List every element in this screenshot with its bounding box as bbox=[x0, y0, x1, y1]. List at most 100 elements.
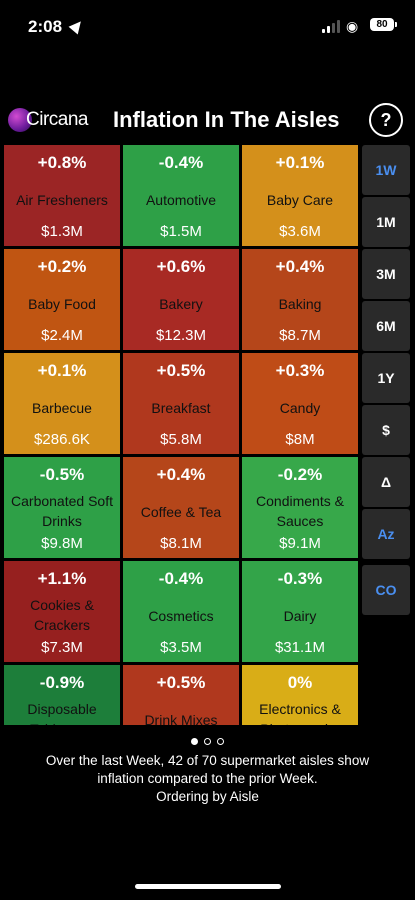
side-nav-button[interactable]: 6M bbox=[362, 301, 410, 351]
status-time: 2:08 bbox=[28, 17, 63, 36]
aisle-tile[interactable]: +0.4% Coffee & Tea $8.1M bbox=[123, 457, 239, 558]
page-dot[interactable] bbox=[217, 738, 224, 745]
tile-percent: +0.8% bbox=[37, 153, 87, 172]
location-arrow-icon bbox=[68, 17, 86, 35]
home-indicator[interactable] bbox=[135, 884, 281, 889]
tile-percent: +0.6% bbox=[156, 257, 206, 276]
tile-aisle-name: Drink Mixes bbox=[144, 712, 218, 725]
summary-line-1: Over the last Week, 42 of 70 supermarket… bbox=[45, 753, 370, 768]
aisle-tile[interactable]: +0.3% Candy $8M bbox=[242, 353, 358, 454]
side-nav-button[interactable]: Δ bbox=[362, 457, 410, 507]
tile-percent: +0.1% bbox=[275, 153, 325, 172]
aisle-tile[interactable]: +1.1% Cookies & Crackers $7.3M bbox=[4, 561, 120, 662]
side-nav-button[interactable]: 3M bbox=[362, 249, 410, 299]
battery-icon: 80 bbox=[370, 18, 397, 31]
tile-amount: $9.1M bbox=[279, 535, 321, 552]
tile-aisle-name: Electronics & Photography bbox=[259, 701, 341, 725]
tile-aisle-name: Baby Care bbox=[266, 192, 334, 208]
tile-percent: +0.4% bbox=[275, 257, 325, 276]
tile-amount: $3.5M bbox=[160, 639, 202, 656]
tile-percent: +0.5% bbox=[156, 361, 206, 380]
aisle-tile[interactable]: +0.1% Barbecue $286.6K bbox=[4, 353, 120, 454]
aisle-grid: +0.8% Air Fresheners $1.3M -0.4% Automotive $… bbox=[4, 145, 360, 725]
tile-aisle-name: Bakery bbox=[159, 296, 203, 312]
tile-aisle-name: Air Fresheners bbox=[16, 192, 108, 208]
tile-percent: +0.4% bbox=[156, 465, 206, 484]
tile-aisle-name: Baby Food bbox=[28, 296, 96, 312]
summary-text: Over the last Week, 42 of 70 supermarket… bbox=[10, 752, 405, 806]
side-nav-button[interactable]: 1W bbox=[362, 145, 410, 195]
tile-aisle-name: Baking bbox=[278, 296, 322, 312]
tile-percent: -0.4% bbox=[158, 153, 204, 172]
tile-amount: $1.3M bbox=[41, 223, 83, 240]
tile-amount: $8.1M bbox=[160, 535, 202, 552]
side-nav-button[interactable]: Az bbox=[362, 509, 410, 559]
tile-amount: $3.6M bbox=[279, 223, 321, 240]
tile-aisle-name: Candy bbox=[279, 400, 321, 416]
tile-aisle-name: Cookies & Crackers bbox=[30, 597, 94, 633]
aisle-tile[interactable]: -0.4% Automotive $1.5M bbox=[123, 145, 239, 246]
logo-text: Circana bbox=[26, 109, 88, 130]
tile-aisle-name: Disposable Tableware bbox=[27, 701, 97, 725]
tile-amount: $5.8M bbox=[160, 431, 202, 448]
tile-aisle-name: Barbecue bbox=[32, 400, 92, 416]
status-bar: 2:08 ◉ 80 bbox=[0, 0, 415, 52]
tile-amount: $286.6K bbox=[34, 431, 90, 448]
circana-logo-icon bbox=[8, 108, 32, 132]
tile-amount: $31.1M bbox=[274, 639, 326, 656]
tile-amount: $8M bbox=[285, 431, 315, 448]
tile-aisle-name: Automotive bbox=[145, 192, 217, 208]
aisle-tile[interactable]: -0.9% Disposable Tableware bbox=[4, 665, 120, 725]
tile-aisle-name: Condiments & Sauces bbox=[256, 493, 344, 529]
tile-percent: +0.3% bbox=[275, 361, 325, 380]
page-title: Inflation In The Aisles bbox=[113, 107, 340, 132]
tile-percent: 0% bbox=[287, 673, 313, 692]
aisle-tile[interactable]: +0.2% Baby Food $2.4M bbox=[4, 249, 120, 350]
side-nav-button[interactable]: 1M bbox=[362, 197, 410, 247]
aisle-tile[interactable]: +0.1% Baby Care $3.6M bbox=[242, 145, 358, 246]
tile-percent: +0.1% bbox=[37, 361, 87, 380]
tile-percent: +0.5% bbox=[156, 673, 206, 692]
aisle-tile[interactable]: +0.5% Drink Mixes bbox=[123, 665, 239, 725]
tile-amount: $9.8M bbox=[41, 535, 83, 552]
aisle-tile[interactable]: -0.2% Condiments & Sauces $9.1M bbox=[242, 457, 358, 558]
aisle-tile[interactable]: +0.4% Baking $8.7M bbox=[242, 249, 358, 350]
tile-percent: -0.3% bbox=[277, 569, 323, 588]
aisle-tile[interactable]: -0.5% Carbonated Soft Drinks $9.8M bbox=[4, 457, 120, 558]
aisle-tile[interactable]: +0.8% Air Fresheners $1.3M bbox=[4, 145, 120, 246]
tile-amount: $8.7M bbox=[279, 327, 321, 344]
tile-percent: -0.2% bbox=[277, 465, 323, 484]
tile-amount: $7.3M bbox=[41, 639, 83, 656]
cellular-signal-icon bbox=[322, 20, 342, 33]
tile-aisle-name: Dairy bbox=[283, 608, 317, 624]
aisle-tile[interactable]: -0.4% Cosmetics $3.5M bbox=[123, 561, 239, 662]
page-dot[interactable] bbox=[191, 738, 198, 745]
app-header: Circana Inflation In The Aisles ? bbox=[0, 100, 415, 140]
tile-aisle-name: Carbonated Soft Drinks bbox=[11, 493, 113, 529]
side-nav-button[interactable]: 1Y bbox=[362, 353, 410, 403]
aisle-tile[interactable]: 0% Electronics & Photography bbox=[242, 665, 358, 725]
side-nav-button[interactable]: CO bbox=[362, 565, 410, 615]
aisle-tile[interactable]: +0.6% Bakery $12.3M bbox=[123, 249, 239, 350]
tile-percent: +0.2% bbox=[37, 257, 87, 276]
aisle-tile[interactable]: +0.5% Breakfast $5.8M bbox=[123, 353, 239, 454]
side-nav: 1W 1M 3M 6M 1Y $ Δ Az CO bbox=[362, 145, 412, 620]
tile-percent: -0.4% bbox=[158, 569, 204, 588]
tile-percent: -0.9% bbox=[39, 673, 85, 692]
wifi-icon: ◉ bbox=[346, 18, 359, 34]
help-button[interactable]: ? bbox=[369, 103, 403, 137]
tile-percent: -0.5% bbox=[39, 465, 85, 484]
tile-aisle-name: Coffee & Tea bbox=[140, 504, 222, 520]
side-nav-button[interactable]: $ bbox=[362, 405, 410, 455]
page-indicator bbox=[0, 732, 415, 750]
summary-line-2: inflation compared to the prior Week. bbox=[97, 771, 318, 786]
summary-line-3: Ordering by Aisle bbox=[156, 789, 259, 804]
tile-percent: +1.1% bbox=[37, 569, 87, 588]
tile-amount: $2.4M bbox=[41, 327, 83, 344]
tile-aisle-name: Breakfast bbox=[151, 400, 211, 416]
tile-amount: $12.3M bbox=[155, 327, 207, 344]
page-dot[interactable] bbox=[204, 738, 211, 745]
tile-aisle-name: Cosmetics bbox=[148, 608, 214, 624]
tile-amount: $1.5M bbox=[160, 223, 202, 240]
aisle-tile[interactable]: -0.3% Dairy $31.1M bbox=[242, 561, 358, 662]
